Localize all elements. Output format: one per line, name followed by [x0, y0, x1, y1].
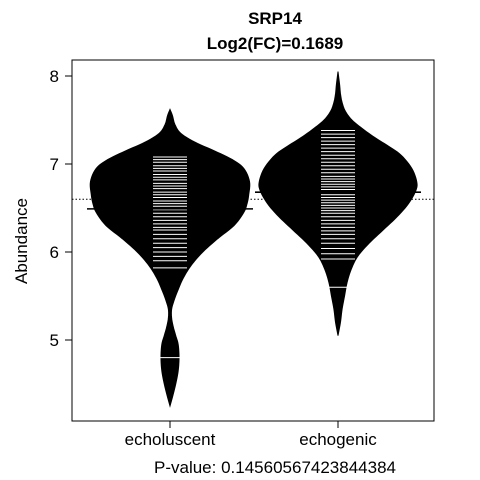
x-tick-label: echoluscent — [125, 430, 216, 449]
x-axis: echoluscent echogenic — [125, 420, 377, 449]
y-tick-label: 5 — [50, 331, 59, 350]
bean-echogenic — [255, 71, 421, 336]
bean-shape — [89, 108, 251, 408]
y-axis: 5 6 7 8 — [50, 67, 73, 350]
y-tick-label: 8 — [50, 67, 59, 86]
bean-echoluscent — [87, 108, 253, 408]
x-tick-label: echogenic — [299, 430, 377, 449]
x-axis-label: P-value: 0.14560567423844384 — [154, 458, 396, 477]
chart-subtitle: Log2(FC)=0.1689 — [207, 34, 344, 53]
y-axis-label: Abundance — [12, 198, 31, 284]
y-tick-label: 6 — [50, 243, 59, 262]
y-tick-label: 7 — [50, 155, 59, 174]
chart-title: SRP14 — [248, 9, 302, 28]
beans-layer — [72, 71, 434, 408]
bean-shape — [258, 71, 418, 336]
